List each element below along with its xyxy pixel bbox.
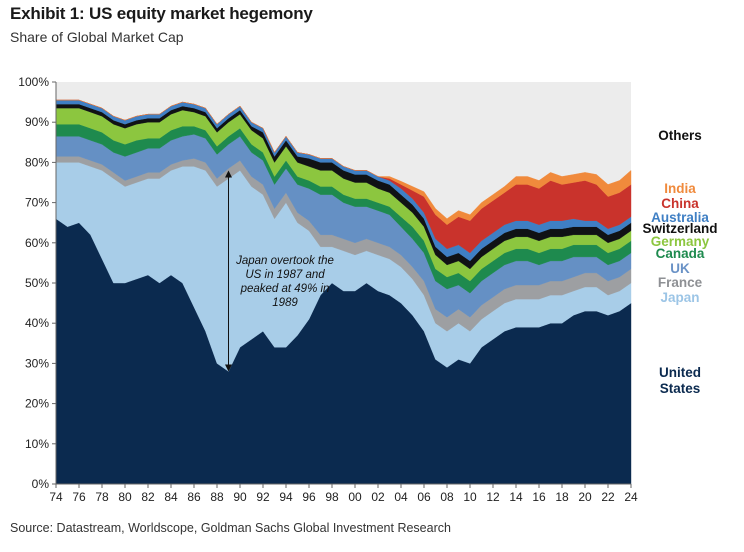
x-tick-label: 06 bbox=[417, 490, 431, 504]
x-tick-label: 98 bbox=[325, 490, 339, 504]
annotation-arrow-head-up bbox=[225, 170, 232, 178]
x-tick-label: 04 bbox=[394, 490, 408, 504]
y-tick-label: 0% bbox=[32, 477, 50, 491]
legend-label-canada: Canada bbox=[656, 246, 705, 261]
x-tick-label: 16 bbox=[532, 490, 546, 504]
x-tick-label: 78 bbox=[95, 490, 109, 504]
legend-label-france: France bbox=[658, 275, 703, 290]
y-tick-label: 20% bbox=[25, 397, 49, 411]
chart-source: Source: Datastream, Worldscope, Goldman … bbox=[10, 521, 451, 535]
x-tick-label: 02 bbox=[371, 490, 385, 504]
x-tick-label: 20 bbox=[578, 490, 592, 504]
x-tick-label: 22 bbox=[601, 490, 615, 504]
x-tick-label: 92 bbox=[256, 490, 270, 504]
x-tick-label: 94 bbox=[279, 490, 293, 504]
y-tick-label: 30% bbox=[25, 356, 49, 370]
y-tick-label: 50% bbox=[25, 276, 49, 290]
x-tick-label: 80 bbox=[118, 490, 132, 504]
x-tick-label: 24 bbox=[624, 490, 638, 504]
x-tick-label: 90 bbox=[233, 490, 247, 504]
legend-label-japan: Japan bbox=[660, 290, 699, 305]
annotation-text-line: US in 1987 and bbox=[245, 269, 325, 281]
x-tick-label: 14 bbox=[509, 490, 523, 504]
y-tick-label: 10% bbox=[25, 437, 49, 451]
x-tick-label: 84 bbox=[164, 490, 178, 504]
legend-label-switzerland: Switzerland bbox=[642, 221, 717, 236]
series-india-area bbox=[56, 99, 632, 225]
x-tick-label: 12 bbox=[486, 490, 500, 504]
x-tick-label: 76 bbox=[72, 490, 86, 504]
legend-label-china: China bbox=[661, 196, 699, 211]
legend-label-united-states: United States bbox=[659, 365, 701, 396]
y-tick-label: 40% bbox=[25, 316, 49, 330]
y-tick-label: 100% bbox=[18, 75, 49, 89]
chart-subtitle: Share of Global Market Cap bbox=[10, 29, 184, 45]
x-tick-label: 08 bbox=[440, 490, 454, 504]
annotation-text-line: peaked at 49% in bbox=[240, 283, 330, 295]
y-tick-label: 90% bbox=[25, 115, 49, 129]
x-tick-label: 86 bbox=[187, 490, 201, 504]
annotation-text-line: Japan overtook the bbox=[235, 255, 334, 267]
legend-label-australia: Australia bbox=[651, 210, 709, 225]
x-tick-label: 96 bbox=[302, 490, 316, 504]
annotation-text-line: 1989 bbox=[272, 297, 298, 309]
x-tick-label: 00 bbox=[348, 490, 362, 504]
x-tick-label: 82 bbox=[141, 490, 155, 504]
legend-label-uk: UK bbox=[670, 261, 690, 276]
x-tick-label: 88 bbox=[210, 490, 224, 504]
x-tick-label: 74 bbox=[49, 490, 63, 504]
legend-label-others: Others bbox=[658, 128, 702, 143]
legend-label-germany: Germany bbox=[651, 234, 710, 249]
annotation-arrow-head-down bbox=[225, 364, 232, 372]
x-tick-label: 10 bbox=[463, 490, 477, 504]
y-tick-label: 60% bbox=[25, 236, 49, 250]
y-tick-label: 70% bbox=[25, 196, 49, 210]
x-tick-label: 18 bbox=[555, 490, 569, 504]
y-tick-label: 80% bbox=[25, 155, 49, 169]
chart-title: Exhibit 1: US equity market hegemony bbox=[10, 4, 313, 23]
legend-label-india: India bbox=[664, 181, 696, 196]
